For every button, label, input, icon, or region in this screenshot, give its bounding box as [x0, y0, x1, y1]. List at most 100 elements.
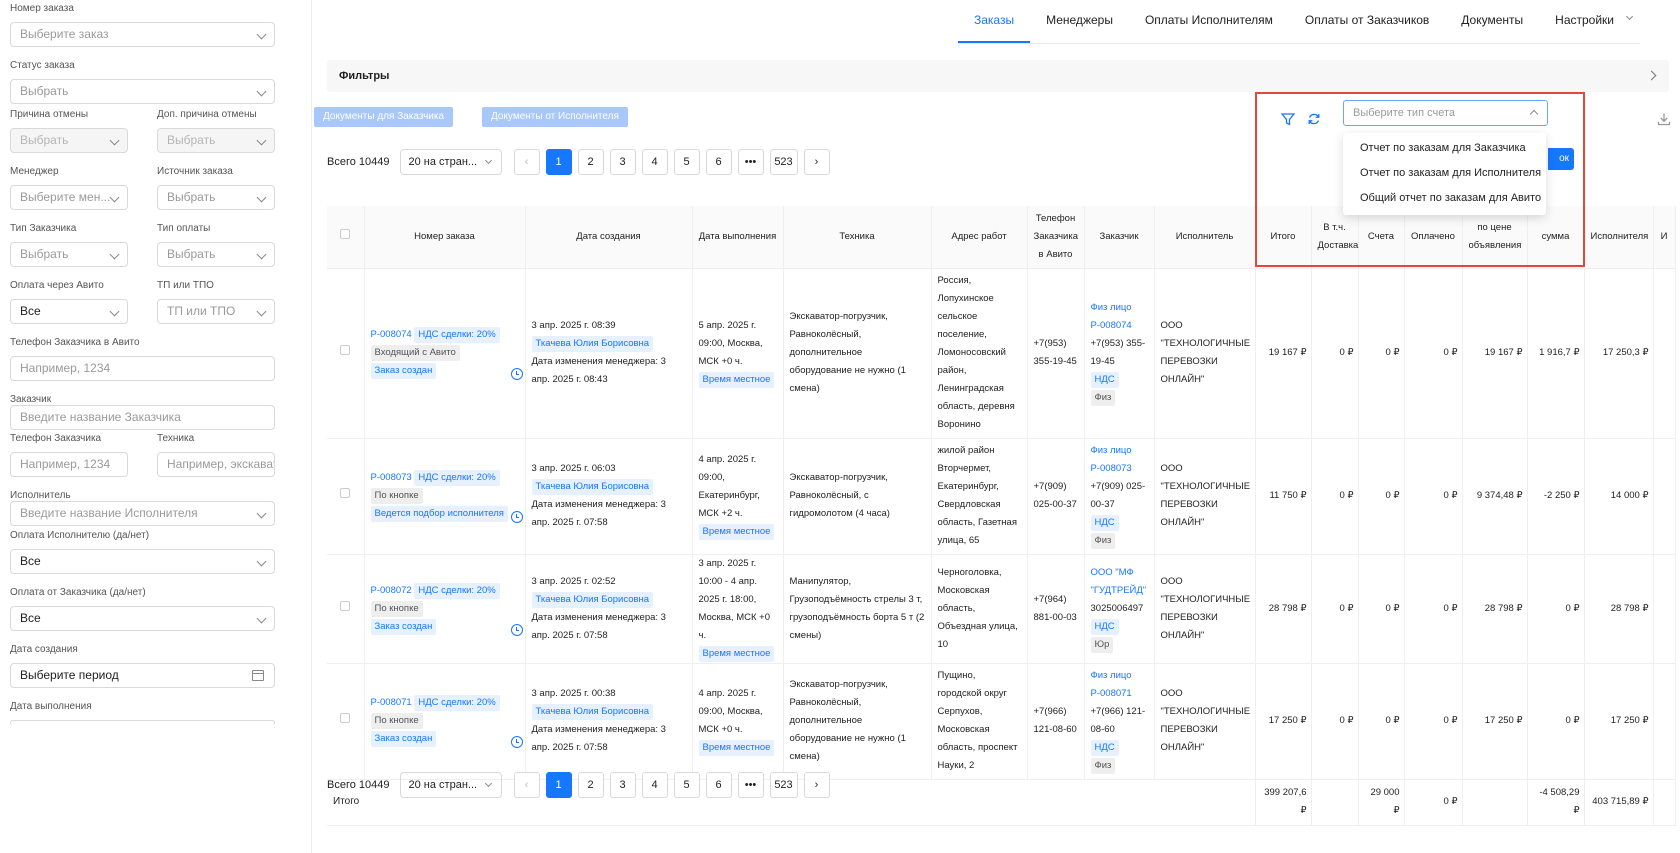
row-checkbox[interactable] [340, 488, 351, 498]
col-header[interactable]: Исполнитель [1154, 206, 1256, 269]
customer-link[interactable]: Физ лицо Р-008071 [1090, 670, 1132, 699]
prev-page-button[interactable]: ‹ [513, 149, 540, 175]
col-header[interactable]: Заказчик [1084, 206, 1155, 269]
page-button[interactable]: 6 [705, 772, 732, 798]
cancel-reason2-select[interactable]: Выбрать [157, 128, 275, 153]
next-page-button[interactable]: › [803, 149, 830, 175]
page-button[interactable]: 5 [673, 149, 700, 175]
avito-phone-input[interactable]: Например, 1234 [10, 356, 275, 381]
table-row[interactable]: Р-008074 НДС сделки: 20% Входящий с Авито… [327, 268, 1676, 439]
status-select[interactable]: Выбрать [10, 79, 275, 104]
page-button[interactable]: 1 [545, 772, 572, 798]
order-link[interactable]: Р-008072 [370, 584, 412, 596]
avito-pay-select[interactable]: Все [10, 299, 128, 324]
page-size-select[interactable]: 20 на стран... [399, 149, 502, 175]
exec-pay-select[interactable]: Все [10, 549, 275, 574]
col-header[interactable]: Итого [1255, 206, 1312, 269]
source-select[interactable]: Выбрать [157, 185, 275, 210]
page-button[interactable]: 5 [673, 772, 700, 798]
tp-select[interactable]: ТП или ТПО [157, 299, 275, 324]
partial-ok-button[interactable]: ок [1548, 148, 1574, 170]
col-header[interactable]: Оплачено [1404, 206, 1463, 269]
order-link[interactable]: Р-008074 [370, 329, 412, 340]
cust-type-select[interactable]: Выбрать [10, 242, 128, 267]
tab-orders[interactable]: Заказы [957, 0, 1031, 43]
next-page-button[interactable]: › [803, 772, 830, 798]
clock-icon[interactable] [510, 623, 523, 636]
row-checkbox[interactable] [340, 345, 351, 355]
prev-page-button[interactable]: ‹ [513, 772, 540, 798]
order-link[interactable]: Р-008073 [370, 472, 412, 483]
tab-managers[interactable]: Менеджеры [1046, 13, 1113, 27]
docs-from-executor-button[interactable]: Документы от Исполнителя [482, 107, 628, 127]
refresh-icon[interactable] [1307, 112, 1321, 126]
customer-input[interactable]: Введите название Заказчика [10, 405, 275, 430]
tab-documents[interactable]: Документы [1461, 13, 1524, 27]
cust-phone-input[interactable]: Например, 1234 [10, 452, 128, 477]
tab-executor-payments[interactable]: Оплаты Исполнителям [1144, 13, 1273, 27]
col-header[interactable]: Адрес работ [931, 206, 1028, 269]
table-row[interactable]: Р-008073 НДС сделки: 20% По кнопке Ведется… [327, 438, 1676, 555]
executor-sum-cell: 14 000 ₽ [1584, 438, 1654, 555]
order-link[interactable]: Р-008071 [370, 697, 412, 708]
table-row[interactable]: Р-008072 НДС сделки: 20% По кнопке Заказ с… [327, 554, 1676, 664]
page-button[interactable]: 523 [769, 149, 798, 175]
page-button[interactable]: 3 [609, 772, 636, 798]
exec-pay-label: Оплата Исполнителю (да/нет) [10, 530, 150, 541]
executor-select[interactable]: Введите название Исполнителя [10, 501, 275, 526]
more-pages-button[interactable]: ••• [737, 772, 764, 798]
tab-customer-payments[interactable]: Оплаты от Заказчиков [1304, 13, 1430, 27]
col-header[interactable]: сумма [1527, 206, 1585, 269]
report-option-customer[interactable]: Отчет по заказам для Заказчика [1360, 142, 1526, 154]
page-button[interactable]: 3 [609, 149, 636, 175]
page-button[interactable]: 523 [769, 772, 798, 798]
page-size-select[interactable]: 20 на стран... [399, 772, 502, 798]
created-range-picker[interactable]: Выберите период [10, 663, 275, 688]
page-button[interactable]: 2 [577, 149, 604, 175]
col-header[interactable]: Счета [1358, 206, 1405, 269]
col-header[interactable]: Номер заказа [364, 206, 526, 269]
order-no-select[interactable]: Выберите заказ [10, 22, 275, 47]
more-pages-button[interactable]: ••• [737, 149, 764, 175]
customer-link[interactable]: ООО "МФ "ГУДТРЕЙД" [1090, 566, 1147, 596]
extra-cell [1653, 663, 1676, 780]
clock-icon[interactable] [510, 368, 523, 380]
report-type-select[interactable]: Выберите тип счета [1343, 100, 1548, 126]
col-header[interactable]: Дата создания [525, 206, 693, 269]
pay-type-select[interactable]: Выбрать [157, 242, 275, 267]
done-range-picker[interactable] [10, 720, 275, 725]
docs-for-customer-button[interactable]: Документы для Заказчика [314, 107, 454, 127]
col-header[interactable]: В т.ч. Доставка [1311, 206, 1359, 269]
clock-icon[interactable] [510, 736, 523, 748]
nds-badge: НДС сделки: 20% [414, 470, 500, 486]
page-button[interactable]: 6 [705, 149, 732, 175]
col-header[interactable]: Техника [783, 206, 932, 269]
col-header[interactable]: по цене объявления [1462, 206, 1528, 269]
report-option-avito[interactable]: Общий отчет по заказам для Авито [1360, 192, 1542, 204]
filters-panel[interactable]: Фильтры [327, 60, 1669, 92]
col-header[interactable]: Исполнителя [1584, 206, 1654, 269]
row-checkbox[interactable] [340, 713, 351, 723]
report-option-executor[interactable]: Отчет по заказам для Исполнителя [1360, 167, 1542, 179]
page-button[interactable]: 4 [641, 149, 668, 175]
row-checkbox[interactable] [340, 600, 351, 611]
col-header[interactable]: И [1653, 206, 1676, 269]
chevron-right-icon [1646, 70, 1657, 81]
page-button[interactable]: 4 [641, 772, 668, 798]
clock-icon[interactable] [510, 511, 523, 523]
col-header[interactable]: Дата выполнения [692, 206, 784, 269]
customer-link[interactable]: Физ лицо Р-008073 [1090, 445, 1132, 474]
cancel-reason-select[interactable]: Выбрать [10, 128, 128, 153]
tab-settings[interactable]: Настройки [1539, 0, 1640, 43]
page-button[interactable]: 2 [577, 772, 604, 798]
download-icon[interactable] [1657, 112, 1671, 126]
tech-input[interactable]: Например, экскавато [157, 452, 275, 477]
customer-link[interactable]: Физ лицо Р-008074 [1090, 302, 1132, 331]
col-header[interactable]: Телефон Заказчика в Авито [1027, 206, 1085, 269]
select-all-checkbox[interactable] [340, 228, 351, 239]
cust-pay-select[interactable]: Все [10, 606, 275, 631]
table-row[interactable]: Р-008071 НДС сделки: 20% По кнопке Заказ с… [327, 663, 1676, 780]
manager-select[interactable]: Выберите мен... [10, 185, 128, 210]
filter-icon[interactable] [1281, 112, 1295, 126]
page-button[interactable]: 1 [545, 149, 572, 175]
